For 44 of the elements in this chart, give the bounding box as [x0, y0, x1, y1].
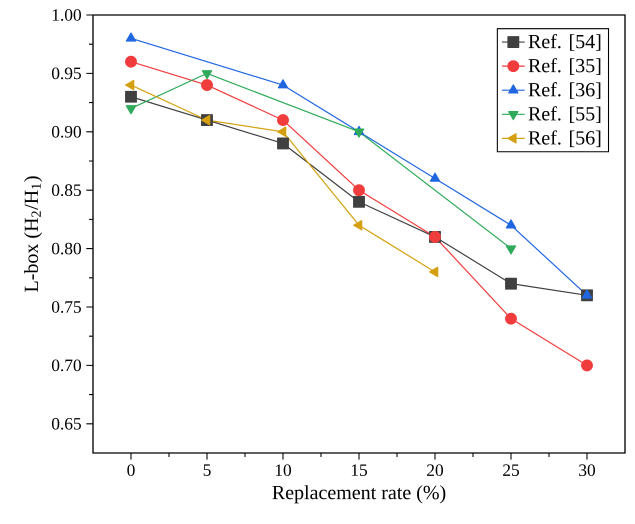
point — [278, 79, 288, 88]
point — [126, 105, 136, 114]
x-axis-title: Replacement rate (%) — [272, 485, 446, 504]
y-tick-label: 0.65 — [52, 418, 81, 430]
point — [277, 126, 286, 138]
y-tick-label: 0.90 — [52, 126, 81, 138]
x-tick-label: 20 — [427, 464, 444, 476]
point — [125, 90, 137, 103]
y-tick-label: 0.70 — [52, 360, 81, 372]
point — [353, 220, 362, 230]
x-tick-label: 25 — [503, 464, 519, 476]
y-tick-label: 0.95 — [52, 68, 81, 80]
point — [353, 196, 365, 208]
y-tick-label: 0.75 — [52, 301, 81, 313]
point — [125, 56, 137, 68]
point — [505, 312, 517, 325]
point — [353, 184, 365, 196]
legend-label: Ref. [55] — [528, 106, 600, 124]
point — [581, 359, 593, 372]
y-tick-label: 0.85 — [52, 184, 81, 196]
point — [277, 114, 289, 126]
point — [505, 278, 517, 290]
point — [201, 79, 213, 92]
x-tick-label: 15 — [352, 464, 367, 476]
x-tick-label: 10 — [276, 464, 292, 476]
point — [277, 138, 289, 150]
point — [125, 80, 134, 90]
x-tick-label: 30 — [579, 464, 596, 476]
y-tick-label: 0.80 — [52, 242, 81, 254]
point — [202, 70, 212, 80]
legend-label: Ref. [35] — [528, 58, 600, 75]
point — [430, 172, 440, 182]
y-tick-label: 1.00 — [52, 9, 81, 21]
point — [429, 266, 438, 278]
x-tick-label: 0 — [127, 464, 135, 476]
x-tick-label: 5 — [204, 464, 211, 476]
legend-label: Ref. [54] — [528, 34, 600, 51]
legend-label: Ref. [56] — [528, 130, 600, 148]
point — [201, 114, 210, 126]
point — [506, 219, 516, 228]
legend-label: Ref. [36] — [528, 82, 600, 99]
point — [126, 32, 136, 42]
point — [582, 289, 592, 299]
y-axis-title: L-box (H$_{2}$/H$_{1}$) — [24, 176, 42, 292]
